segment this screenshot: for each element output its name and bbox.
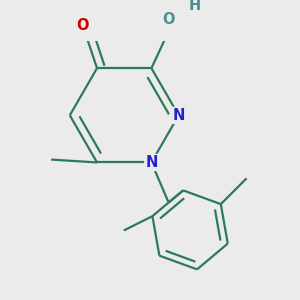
Text: O: O xyxy=(76,18,89,33)
Text: H: H xyxy=(188,0,200,13)
Text: N: N xyxy=(172,108,185,123)
Text: O: O xyxy=(162,12,174,27)
Text: N: N xyxy=(145,155,158,170)
